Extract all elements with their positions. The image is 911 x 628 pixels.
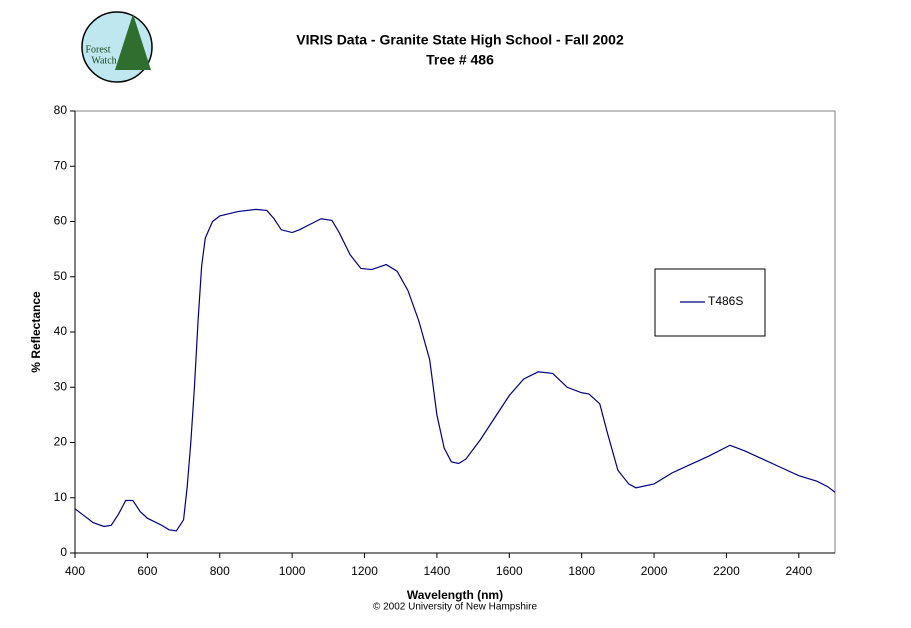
footer: © 2002 University of New Hampshire — [373, 602, 538, 613]
y-tick-label: 50 — [54, 269, 68, 283]
logo-tree — [115, 14, 151, 70]
y-tick-label: 20 — [54, 435, 68, 449]
y-tick-label: 10 — [54, 490, 68, 504]
x-tick-label: 1800 — [568, 564, 595, 578]
logo-text: Forest — [86, 44, 111, 55]
x-tick-label: 400 — [65, 564, 85, 578]
x-tick-label: 1400 — [424, 564, 451, 578]
x-tick-label: 2200 — [713, 564, 740, 578]
chart-title: VIRIS Data - Granite State High School -… — [296, 32, 624, 48]
y-tick-label: 0 — [60, 545, 67, 559]
x-tick-label: 1200 — [351, 564, 378, 578]
logo-text: Watch — [91, 55, 116, 66]
legend-label: T486S — [708, 294, 743, 308]
y-tick-label: 40 — [54, 324, 68, 338]
data-line — [74, 208, 836, 532]
logo: Forest Watch — [81, 11, 153, 83]
x-tick-label: 2000 — [641, 564, 668, 578]
x-tick-label: 1600 — [496, 564, 523, 578]
y-tick-label: 80 — [54, 103, 68, 117]
x-tick-label: 1000 — [279, 564, 306, 578]
chart-subtitle: Tree # 486 — [426, 52, 494, 68]
x-tick-label: 600 — [137, 564, 157, 578]
y-tick-label: 70 — [54, 158, 68, 172]
y-tick-label: 30 — [54, 379, 68, 393]
x-tick-label: 2400 — [785, 564, 812, 578]
y-tick-label: 60 — [54, 214, 68, 228]
x-tick-label: 800 — [210, 564, 230, 578]
x-axis-label: Wavelength (nm) — [407, 588, 503, 602]
legend — [654, 268, 766, 337]
y-axis-label: % Reflectance — [29, 291, 43, 373]
